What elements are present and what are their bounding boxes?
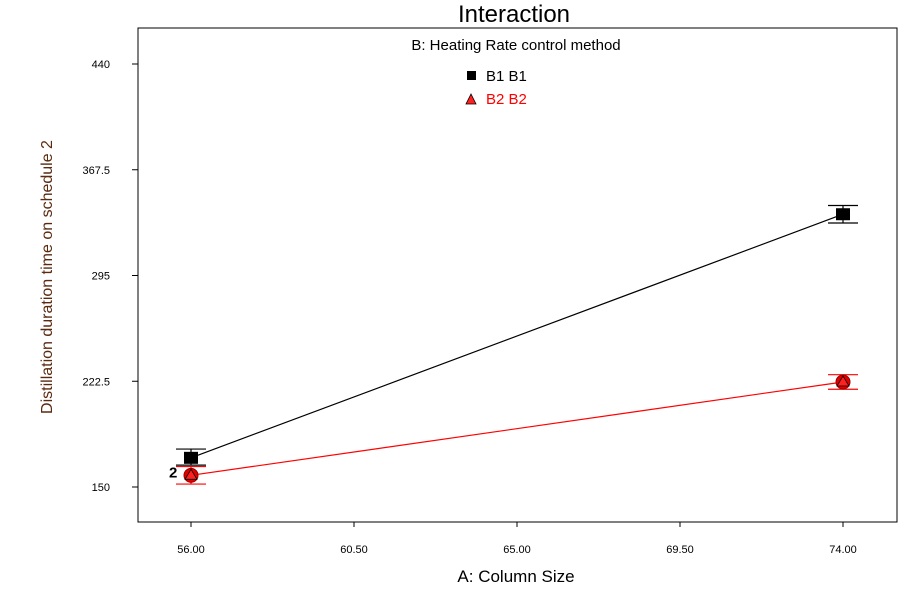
y-tick-label: 150 [92,482,110,494]
x-axis-title: A: Column Size [457,567,574,586]
y-axis: 150 222.5 295 367.5 440 [82,59,138,494]
legend: B1 B1 B2 B2 [465,68,527,108]
y-tick-label: 222.5 [82,376,110,388]
x-tick-label: 60.50 [340,544,368,556]
data-point-square [836,208,850,221]
data-point-triangle [184,468,198,480]
legend-marker-triangle [465,93,477,105]
y-tick-label: 367.5 [82,165,110,177]
legend-marker-square [467,71,476,80]
data-point-square [184,451,198,464]
y-tick-label: 295 [92,271,110,283]
series-1 [176,204,858,466]
point-annotation: 2 [169,464,177,481]
data-point-triangle [836,375,850,387]
x-tick-label: 65.00 [503,544,531,556]
legend-title: B: Heating Rate control method [411,37,620,54]
series-2 [176,374,858,485]
x-tick-label: 56.00 [177,544,205,556]
legend-label: B1 B1 [486,68,527,85]
x-tick-label: 74.00 [829,544,857,556]
x-tick-label: 69.50 [666,544,694,556]
series-line [190,213,844,459]
chart-title: Interaction [458,1,570,28]
y-axis-title: Distillation duration time on schedule 2 [39,140,56,414]
series-line [190,381,844,476]
y-tick-label: 440 [92,59,110,71]
series-layer: 2 [169,204,858,485]
x-axis: 56.00 60.50 65.00 69.50 74.00 [177,522,857,556]
legend-label: B2 B2 [486,91,527,108]
